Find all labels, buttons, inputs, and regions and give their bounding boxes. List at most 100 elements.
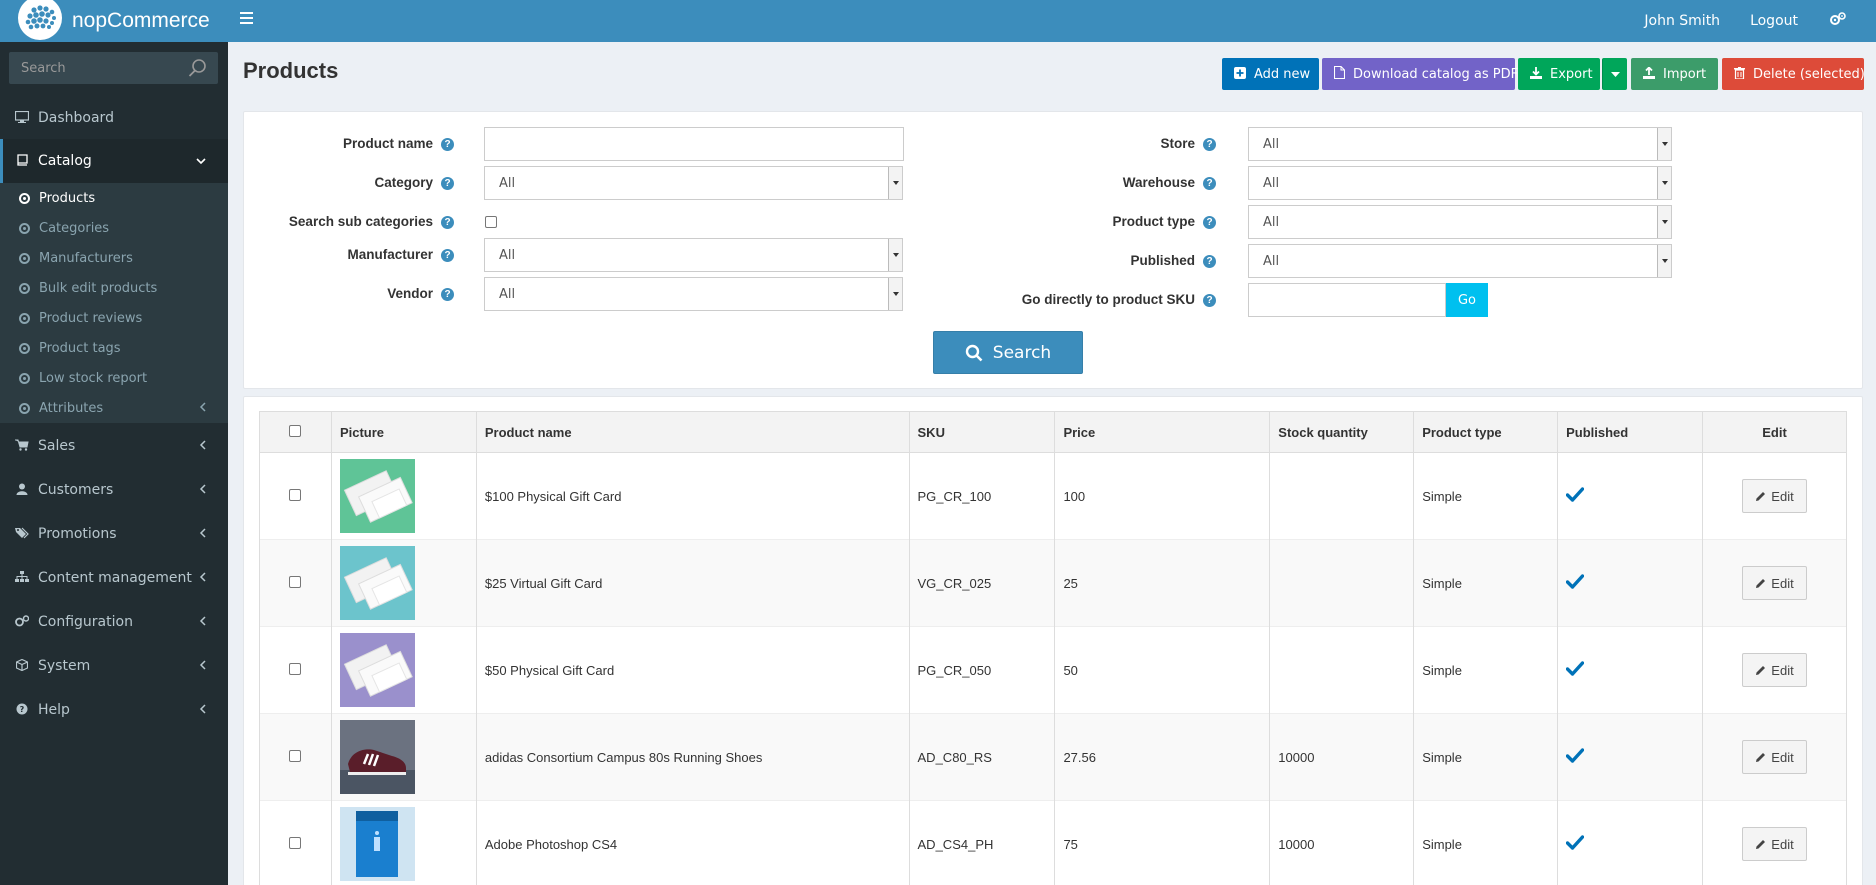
edit-button[interactable]: Edit [1742, 566, 1807, 600]
menu-toggle-icon[interactable] [240, 9, 262, 31]
download-icon [1530, 66, 1542, 82]
product-thumbnail[interactable] [339, 546, 415, 620]
product-name-label: Product name? [250, 136, 454, 151]
gears-icon [14, 614, 30, 630]
sidebar-item-configuration[interactable]: Configuration [0, 600, 228, 644]
category-select[interactable]: All [484, 166, 903, 200]
sidebar-item-dashboard[interactable]: Dashboard [0, 102, 228, 134]
sidebar-subitem-low-stock[interactable]: Low stock report [0, 363, 228, 393]
column-header-price[interactable]: Price [1054, 411, 1271, 453]
product-type-select[interactable]: All [1248, 205, 1672, 239]
table-row[interactable]: Adobe Photoshop CS4 AD_CS4_PH 75 10000 Simpl… [259, 800, 1847, 885]
row-select-cell [259, 800, 332, 885]
sidebar-subitem-categories[interactable]: Categories [0, 213, 228, 243]
edit-button[interactable]: Edit [1742, 653, 1807, 687]
sidebar-subitem-products[interactable]: Products [0, 183, 228, 213]
table-row[interactable]: $50 Physical Gift Card PG_CR_050 50 Simple E… [259, 626, 1847, 714]
user-name-link[interactable]: John Smith [1644, 13, 1721, 29]
import-button[interactable]: Import [1631, 58, 1718, 90]
manufacturer-select[interactable]: All [484, 238, 903, 272]
export-dropdown-button[interactable] [1602, 58, 1627, 90]
logout-link[interactable]: Logout [1750, 13, 1798, 29]
sidebar-subitem-attributes[interactable]: Attributes [0, 393, 228, 423]
table-row[interactable]: $100 Physical Gift Card PG_CR_100 100 Simpl… [259, 452, 1847, 540]
row-checkbox[interactable] [289, 749, 302, 762]
select-value: All [1263, 253, 1280, 269]
product-name-cell: adidas Consortium Campus 80s Running Sho… [475, 713, 910, 801]
row-checkbox[interactable] [289, 488, 302, 501]
product-type-cell: Simple [1413, 713, 1559, 801]
question-circle-icon[interactable]: ? [441, 287, 454, 301]
sidebar-item-help[interactable]: ? Help [0, 688, 228, 732]
select-all-checkbox[interactable] [289, 424, 302, 437]
column-header-sku[interactable]: SKU [908, 411, 1056, 453]
row-checkbox[interactable] [289, 662, 302, 675]
cube-icon [14, 658, 30, 674]
column-header-product-type[interactable]: Product type [1413, 411, 1559, 453]
sku-cell: AD_CS4_PH [908, 800, 1056, 885]
question-circle-icon[interactable]: ? [1203, 254, 1216, 268]
edit-cell: Edit [1702, 452, 1847, 540]
vendor-select[interactable]: All [484, 277, 903, 311]
published-select[interactable]: All [1248, 244, 1672, 278]
table-row[interactable]: adidas Consortium Campus 80s Running Sho… [259, 713, 1847, 801]
question-circle-icon[interactable]: ? [1203, 215, 1216, 229]
search-sub-categories-checkbox[interactable] [485, 216, 497, 228]
download-pdf-button[interactable]: Download catalog as PDF [1322, 58, 1518, 90]
edit-button[interactable]: Edit [1742, 827, 1807, 862]
row-checkbox[interactable] [289, 575, 302, 588]
price-cell: 27.56 [1054, 713, 1271, 801]
search-icon[interactable] [188, 58, 208, 82]
question-circle-icon[interactable]: ? [441, 137, 454, 151]
sidebar-subitem-product-tags[interactable]: Product tags [0, 333, 228, 363]
sidebar-item-system[interactable]: System [0, 644, 228, 688]
sidebar-item-sales[interactable]: Sales [0, 424, 228, 468]
tags-icon [14, 527, 30, 542]
column-header-product-name[interactable]: Product name [475, 411, 910, 453]
export-button[interactable]: Export [1518, 58, 1600, 90]
sidebar-subitem-bulk-edit[interactable]: Bulk edit products [0, 273, 228, 303]
sidebar-search-input[interactable] [9, 52, 189, 84]
column-header-picture[interactable]: Picture [330, 411, 477, 453]
sidebar-item-label: System [38, 658, 91, 674]
store-select[interactable]: All [1248, 127, 1672, 161]
product-thumbnail[interactable] [339, 633, 415, 707]
question-circle-icon[interactable]: ? [441, 176, 454, 190]
column-header-published[interactable]: Published [1557, 411, 1704, 453]
sidebar-item-promotions[interactable]: Promotions [0, 512, 228, 556]
sidebar-item-label: Help [38, 702, 70, 718]
sidebar-subitem-product-reviews[interactable]: Product reviews [0, 303, 228, 333]
sidebar-item-catalog[interactable]: Catalog [0, 139, 228, 183]
edit-button[interactable]: Edit [1742, 479, 1807, 513]
sidebar-item-label: Configuration [38, 614, 133, 630]
row-checkbox[interactable] [289, 836, 302, 849]
delete-selected-button[interactable]: Delete (selected) [1722, 58, 1865, 90]
column-header-edit[interactable]: Edit [1702, 411, 1847, 453]
column-header-stock-quantity[interactable]: Stock quantity [1269, 411, 1415, 453]
picture-cell [330, 539, 477, 627]
question-circle-icon[interactable]: ? [1203, 293, 1216, 307]
settings-gears-icon[interactable] [1830, 12, 1846, 30]
product-thumbnail[interactable] [339, 459, 415, 533]
brand[interactable]: nopCommerce [0, 0, 228, 42]
product-thumbnail[interactable] [339, 807, 415, 882]
select-value: All [1263, 214, 1280, 230]
product-sku-input[interactable] [1248, 283, 1446, 317]
warehouse-select[interactable]: All [1248, 166, 1672, 200]
product-type-cell: Simple [1413, 626, 1559, 714]
question-circle-icon[interactable]: ? [441, 248, 454, 262]
question-circle-icon[interactable]: ? [1203, 176, 1216, 190]
add-new-button[interactable]: Add new [1222, 58, 1319, 90]
edit-button[interactable]: Edit [1742, 740, 1807, 774]
sidebar-subitem-manufacturers[interactable]: Manufacturers [0, 243, 228, 273]
search-button[interactable]: Search [933, 331, 1083, 374]
question-circle-icon[interactable]: ? [1203, 137, 1216, 151]
table-row[interactable]: $25 Virtual Gift Card VG_CR_025 25 Simple Ed… [259, 539, 1847, 627]
product-name-input[interactable] [484, 127, 904, 161]
pencil-icon [1755, 752, 1766, 763]
question-circle-icon[interactable]: ? [441, 215, 454, 229]
sidebar-item-content-management[interactable]: Content management [0, 556, 228, 600]
sidebar-item-customers[interactable]: Customers [0, 468, 228, 512]
go-button[interactable]: Go [1446, 283, 1488, 317]
product-thumbnail[interactable] [339, 720, 415, 794]
